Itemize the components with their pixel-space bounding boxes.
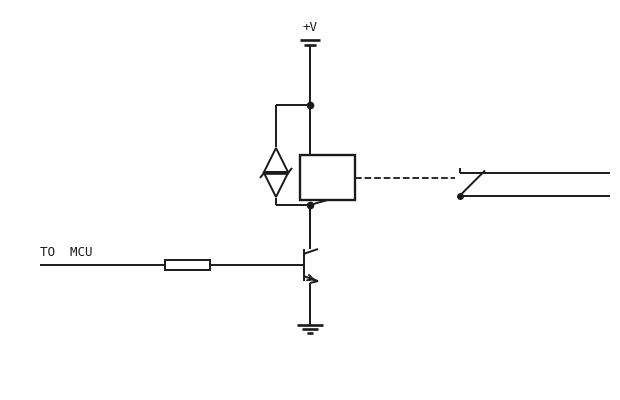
Bar [165, 260, 210, 270]
Text: +V: +V [303, 21, 317, 34]
Bar [300, 155, 355, 200]
Text: TO  MCU: TO MCU [40, 246, 92, 259]
